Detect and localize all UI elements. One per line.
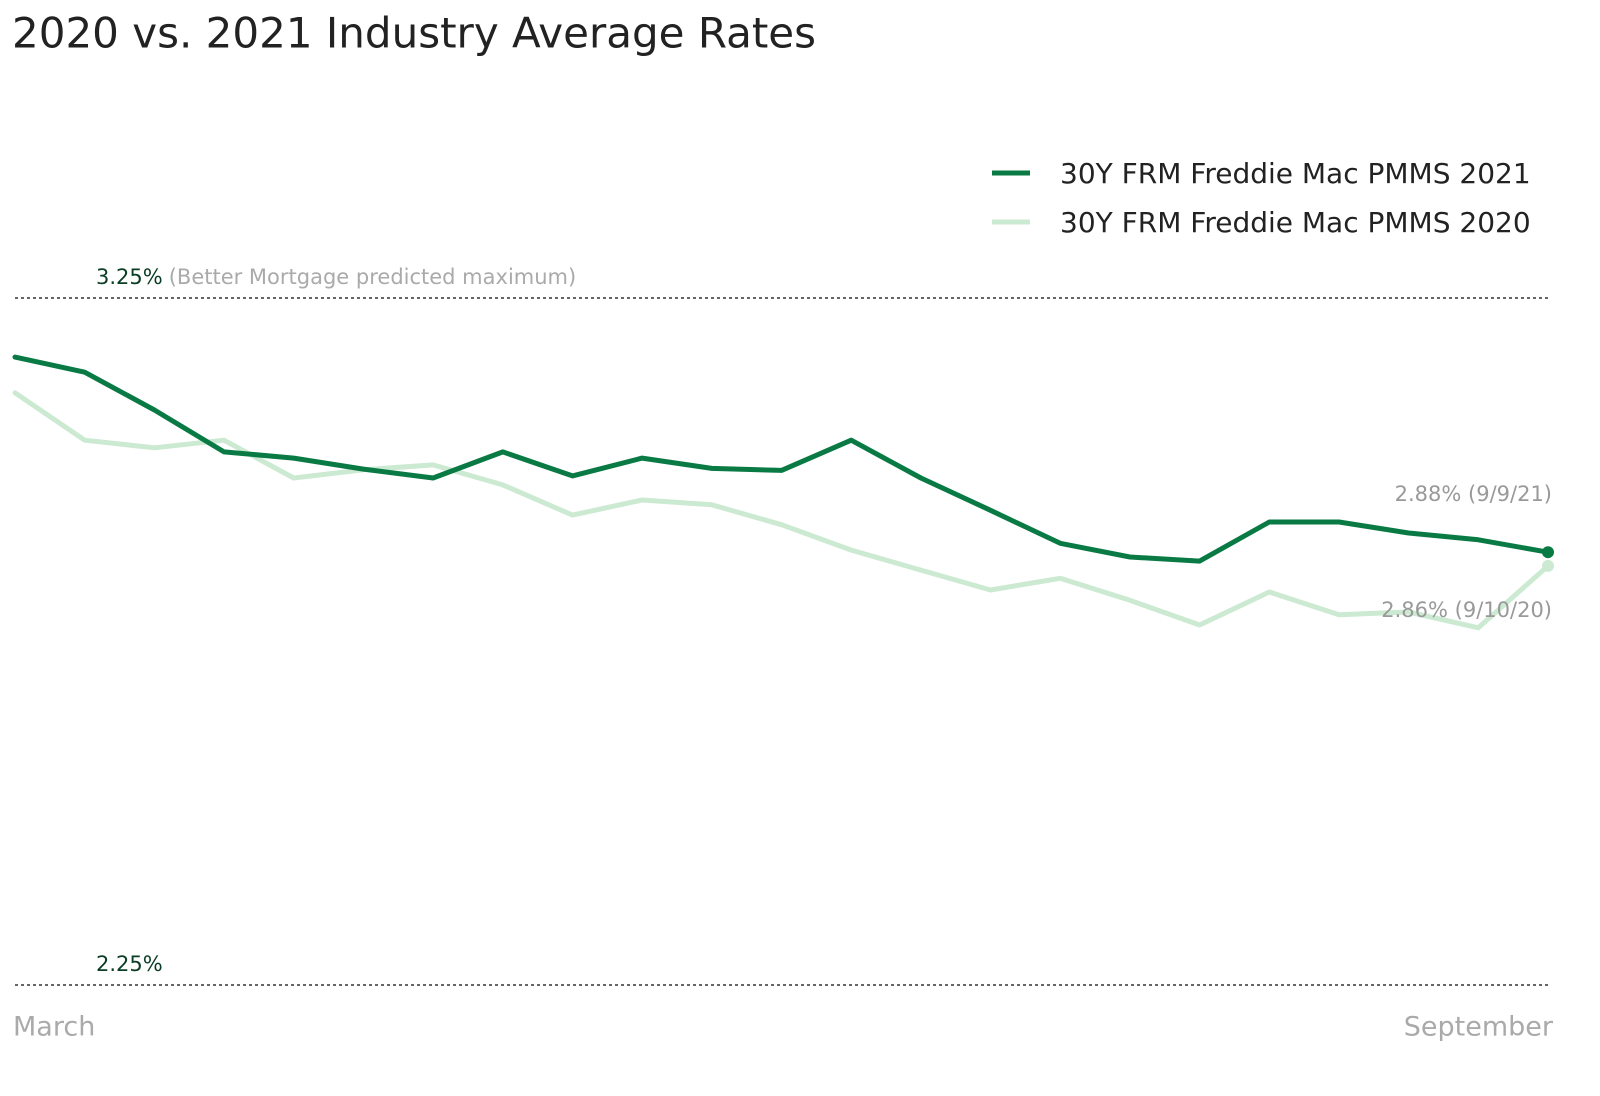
legend-label: 30Y FRM Freddie Mac PMMS 2021 [1060, 157, 1531, 190]
y-tick-label: 3.25% [96, 265, 163, 289]
x-tick-label: March [13, 1012, 95, 1043]
value-label: 2.88% (9/9/21) [1395, 482, 1552, 506]
x-tick-label: September [1404, 1012, 1554, 1043]
end-point [1542, 559, 1554, 572]
chart-title: 2020 vs. 2021 Industry Average Rates [12, 9, 816, 58]
legend-label: 30Y FRM Freddie Mac PMMS 2020 [1060, 206, 1531, 239]
value-label: 2.86% (9/10/20) [1381, 598, 1552, 622]
y-tick-label: 2.25% [96, 952, 163, 976]
series-line [12, 390, 1551, 631]
end-point [1542, 546, 1554, 559]
annotation: (Better Mortgage predicted maximum) [169, 265, 576, 289]
series-line [12, 354, 1551, 564]
